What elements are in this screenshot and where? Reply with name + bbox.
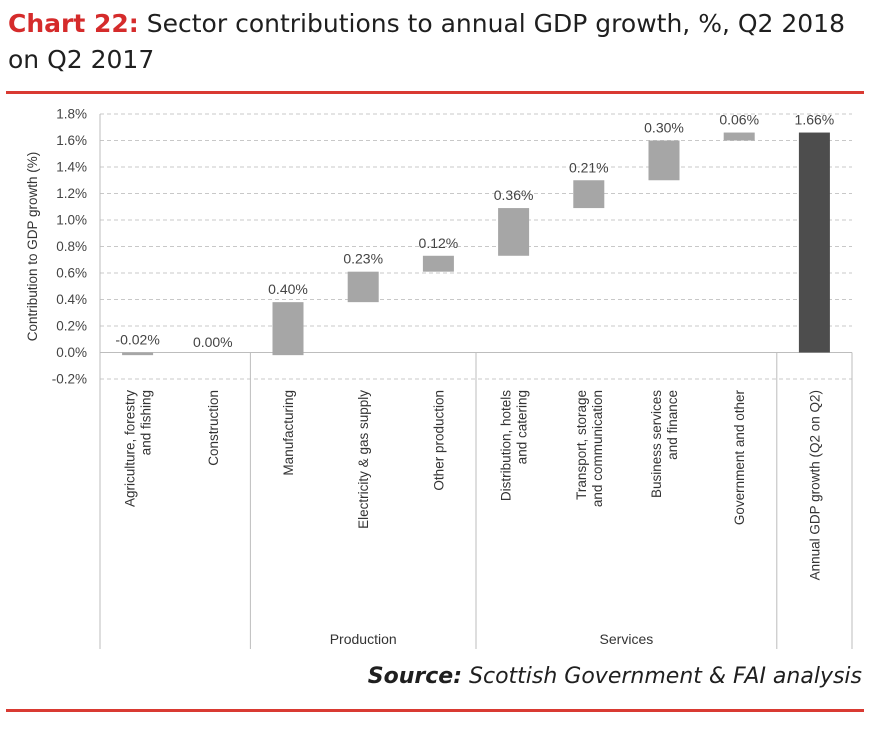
data-label: 1.66% <box>795 112 835 128</box>
chart-title: Chart 22: Sector contributions to annual… <box>8 6 868 78</box>
group-label: Services <box>600 631 654 647</box>
y-tick-label: 1.6% <box>56 133 87 148</box>
bottom-divider <box>6 709 864 712</box>
contribution-bar <box>573 180 605 209</box>
contribution-bar <box>723 132 755 141</box>
x-category-label-line: and fishing <box>139 390 154 455</box>
contribution-bar <box>498 208 530 256</box>
y-tick-label: -0.2% <box>52 372 87 387</box>
x-category-label: Business services and finance <box>649 390 680 498</box>
y-tick-label: 0.0% <box>56 345 87 360</box>
y-tick-label: 0.4% <box>56 292 87 307</box>
x-category-label-line: Business services <box>649 390 664 498</box>
data-label: 0.00% <box>193 334 233 350</box>
y-tick-label: 1.0% <box>56 213 87 228</box>
x-category-label-line: Other production <box>431 390 446 491</box>
x-category-label-line: Government and other <box>732 390 747 526</box>
y-axis-title: Contribution to GDP growth (%) <box>25 152 40 342</box>
data-label: 0.36% <box>494 187 534 203</box>
y-tick-label: 0.2% <box>56 319 87 334</box>
source-note: Source: Scottish Government & FAI analys… <box>368 664 862 689</box>
x-category-label: Annual GDP growth (Q2 on Q2) <box>807 390 822 580</box>
contribution-bar <box>648 140 680 181</box>
y-tick-label: 0.6% <box>56 266 87 281</box>
x-category-label: Construction <box>206 390 221 466</box>
x-category-label-line: Annual GDP growth (Q2 on Q2) <box>807 390 822 580</box>
contribution-bar <box>422 255 454 272</box>
data-label: 0.21% <box>569 159 609 175</box>
x-category-label: Distribution, hotels and catering <box>499 390 530 501</box>
data-label: 0.23% <box>343 251 383 267</box>
y-tick-label: 1.8% <box>56 107 87 122</box>
x-category-label-line: and communication <box>590 390 605 507</box>
x-category-label-line: Agriculture, forestry <box>123 390 138 507</box>
data-label: 0.06% <box>719 112 759 128</box>
y-tick-label: 1.2% <box>56 186 87 201</box>
x-category-label: Manufacturing <box>281 390 296 476</box>
waterfall-chart: -0.2% 0.0% 0.2% 0.4% 0.6% 0.8% 1.0% 1.2% 1.4% 1.6… <box>0 96 880 656</box>
x-category-label-line: and finance <box>665 390 680 460</box>
y-tick-label: 0.8% <box>56 239 87 254</box>
x-category-label-line: Electricity & gas supply <box>356 390 371 529</box>
y-tick-label: 1.4% <box>56 160 87 175</box>
chart-title-prefix: Chart 22: <box>8 9 139 38</box>
x-category-label-line: Construction <box>206 390 221 466</box>
data-label: 0.30% <box>644 120 684 136</box>
x-category-label: Government and other <box>732 390 747 526</box>
group-label: Production <box>330 631 397 647</box>
x-category-label-line: Manufacturing <box>281 390 296 476</box>
contribution-bar <box>122 352 154 356</box>
contribution-bar <box>347 271 379 303</box>
total-bar <box>798 132 830 353</box>
x-category-label: Other production <box>431 390 446 491</box>
source-label: Source: <box>367 664 463 689</box>
source-text: Scottish Government & FAI analysis <box>469 664 862 689</box>
data-label: 0.40% <box>268 281 308 297</box>
x-category-label-line: and catering <box>515 390 530 464</box>
x-category-label-line: Distribution, hotels <box>499 390 514 501</box>
chart-title-text: Sector contributions to annual GDP growt… <box>8 9 845 74</box>
data-label: -0.02% <box>115 332 159 348</box>
contribution-bar <box>272 302 304 356</box>
x-category-label: Agriculture, forestry and fishing <box>123 390 154 507</box>
x-category-label-line: Transport, storage <box>574 390 589 500</box>
chart-svg: -0.2% 0.0% 0.2% 0.4% 0.6% 0.8% 1.0% 1.2% 1.4% 1.6… <box>25 107 853 649</box>
top-divider <box>6 91 864 94</box>
x-category-label: Transport, storage and communication <box>574 390 605 507</box>
x-category-label: Electricity & gas supply <box>356 390 371 529</box>
data-label: 0.12% <box>419 235 459 251</box>
